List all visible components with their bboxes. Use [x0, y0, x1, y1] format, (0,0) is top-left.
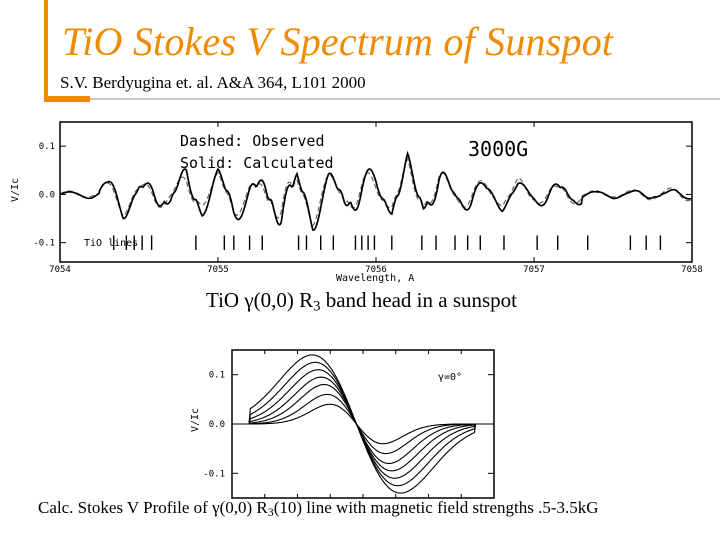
legend-observed: Dashed: Observed: [180, 132, 325, 150]
caption2-sub: 3: [267, 504, 274, 519]
x-tick-label: 7056: [365, 265, 387, 275]
spectrum-xlabel: Wavelength, A: [336, 273, 414, 284]
tio-lines-label: TiO lines: [84, 238, 138, 249]
caption2-mid: (0,0) R: [219, 498, 268, 517]
profile-y-tick-label: 0.1: [209, 371, 225, 381]
profile-curve: [232, 403, 494, 445]
header-divider: [44, 98, 720, 100]
divider-accent: [44, 96, 90, 102]
series-calculated: [59, 150, 693, 231]
y-tick-label: 0.0: [39, 190, 55, 200]
spectrum-plot: 7054 7055 7056 7057 7058 0.1 0.0 -0.1 Dashed: O…: [10, 121, 703, 284]
citation: S.V. Berdyugina et. al. A&A 364, L101 20…: [60, 73, 366, 92]
y-tick-label: 0.1: [39, 142, 55, 152]
slide-title: TiO Stokes V Spectrum of Sunspot: [62, 19, 614, 64]
caption2-greek: γ: [212, 498, 220, 517]
y-tick-label: -0.1: [33, 239, 55, 249]
x-tick-label: 7054: [49, 265, 71, 275]
spectrum-ylabel: V/Ic: [10, 178, 21, 202]
profile-curve: [232, 354, 494, 494]
profile-plot: 0.1 0.0 -0.1 γ=0° V/Ic: [190, 349, 495, 499]
caption1-prefix: TiO: [206, 288, 245, 312]
profile-y-tick-label: 0.0: [209, 420, 225, 430]
caption-stokes-profile: Calc. Stokes V Profile of γ(0,0) R3(10) …: [38, 498, 599, 520]
x-tick-label: 7058: [681, 265, 703, 275]
profile-curve: [232, 393, 494, 455]
field-strength-annotation: 3000G: [468, 137, 528, 161]
profile-annotation: γ=0°: [438, 372, 462, 383]
x-tick-label: 7055: [207, 265, 229, 275]
caption-band-head: TiO γ(0,0) R3 band head in a sunspot: [206, 288, 517, 316]
x-tick-label: 7057: [523, 265, 545, 275]
caption1-suffix: band head in a sunspot: [320, 288, 518, 312]
caption2-suffix: (10) line with magnetic field strengths …: [273, 498, 599, 517]
caption1-greek: γ: [244, 288, 254, 312]
profile-y-tick-label: -0.1: [203, 469, 225, 479]
profile-ylabel: V/Ic: [190, 408, 201, 432]
caption1-sub: 3: [313, 298, 321, 315]
caption2-prefix: Calc. Stokes V Profile of: [38, 498, 213, 517]
caption1-mid: (0,0) R: [253, 288, 314, 312]
legend-calculated: Solid: Calculated: [180, 154, 334, 172]
title-accent-bar: [44, 0, 48, 99]
